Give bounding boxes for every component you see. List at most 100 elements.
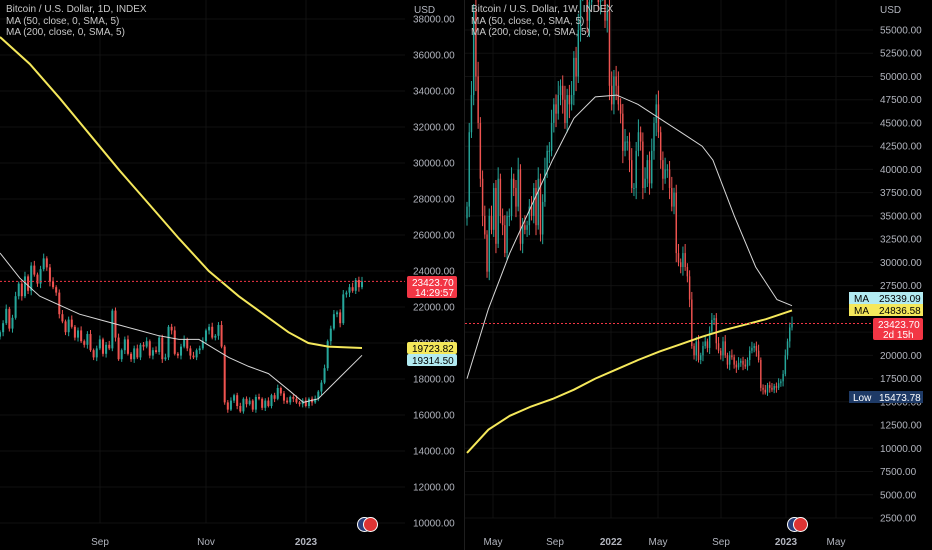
daily-ma50-legend[interactable]: MA (50, close, 0, SMA, 5) <box>6 15 120 27</box>
daily-countdown: 14:29:57 <box>415 288 454 299</box>
candle-body <box>524 225 526 230</box>
y-tick-label: 12500.00 <box>880 421 922 432</box>
candle-body <box>67 319 70 333</box>
weekly-ma200-tag-label: MA <box>854 306 869 317</box>
candle-body <box>708 331 711 348</box>
candle-body <box>267 400 270 406</box>
candle-body <box>351 287 354 291</box>
weekly-ma200-legend[interactable]: MA (200, close, 0, SMA, 5) <box>471 27 590 38</box>
candle-body <box>720 350 722 356</box>
candle-body <box>541 201 544 235</box>
candle-body <box>239 406 242 412</box>
weekly-y-axis[interactable]: 55000.00 52500.00 50000.00 47500.00 45000.00… <box>880 26 922 525</box>
candle-body <box>242 398 245 412</box>
candle-body <box>742 360 744 365</box>
candle-body <box>537 178 539 226</box>
candle-body <box>737 362 740 368</box>
daily-legend: Bitcoin / U.S. Dollar, 1D, INDEX MA (50,… <box>6 4 147 39</box>
candle-body <box>470 95 473 133</box>
candle-body <box>659 132 662 161</box>
candle-body <box>233 395 236 401</box>
candle-body <box>314 398 317 403</box>
candle-body <box>508 215 511 217</box>
candle-body <box>757 350 760 360</box>
candle-body <box>546 150 548 170</box>
weekly-ma50-tag-value: 25339.09 <box>879 294 921 305</box>
candle-body <box>599 0 602 3</box>
candle-body <box>245 398 248 405</box>
y-tick-label: 40000.00 <box>880 165 922 176</box>
candle-body <box>517 169 519 207</box>
candle-body <box>295 398 298 403</box>
candle-body <box>746 359 749 367</box>
candle-body <box>666 169 669 171</box>
candle-body <box>0 332 2 337</box>
candle-body <box>164 357 167 360</box>
candle-body <box>555 104 557 114</box>
candle-body <box>332 314 335 329</box>
candle-body <box>671 188 673 207</box>
candle-body <box>557 95 559 114</box>
candle-body <box>515 188 517 207</box>
candle-body <box>83 341 86 345</box>
weekly-legend: Bitcoin / U.S. Dollar, 1W, INDEX MA (50,… <box>471 4 613 39</box>
daily-chart-pane[interactable]: 38000.00 36000.00 34000.00 32000.00 30000.00… <box>0 0 465 550</box>
candle-body <box>568 95 571 105</box>
weekly-chart-pane[interactable]: 55000.00 52500.00 50000.00 47500.00 45000.00… <box>465 0 932 550</box>
y-tick-label: 37500.00 <box>880 188 922 199</box>
y-tick-label: 38000.00 <box>413 15 455 26</box>
candle-body <box>566 95 568 123</box>
candle-body <box>8 308 11 329</box>
candle-body <box>510 178 513 216</box>
candle-body <box>550 122 553 151</box>
candle-body <box>728 355 731 365</box>
daily-ma200-legend[interactable]: MA (200, close, 0, SMA, 5) <box>6 27 125 38</box>
candle-body <box>606 11 608 21</box>
y-tick-label: 18000.00 <box>413 375 455 386</box>
x-tick-label: 2022 <box>600 537 623 548</box>
candle-body <box>526 225 528 230</box>
us-flag-icon[interactable] <box>787 517 808 532</box>
y-tick-label: 20000.00 <box>880 351 922 362</box>
weekly-chart-canvas[interactable]: 55000.00 52500.00 50000.00 47500.00 45000.00… <box>465 0 932 550</box>
y-tick-label: 22000.00 <box>413 303 455 314</box>
candle-body <box>631 160 633 189</box>
daily-x-axis[interactable]: Sep Nov 2023 <box>91 537 317 548</box>
weekly-symbol-title[interactable]: Bitcoin / U.S. Dollar, 1W, INDEX <box>471 4 614 15</box>
candle-body <box>731 355 733 358</box>
candle-body <box>289 397 292 403</box>
candle-body <box>691 299 693 347</box>
candle-body <box>653 122 655 151</box>
daily-candles <box>0 253 364 414</box>
weekly-ma50-legend[interactable]: MA (50, close, 0, SMA, 5) <box>471 15 585 27</box>
weekly-x-axis[interactable]: May Sep 2022 May Sep 2023 May <box>484 537 846 548</box>
daily-y-axis[interactable]: 38000.00 36000.00 34000.00 32000.00 30000.00… <box>413 15 455 530</box>
candle-body <box>236 395 239 406</box>
weekly-price-label: 23423.70 <box>878 320 920 331</box>
candle-body <box>264 400 267 408</box>
candle-body <box>766 385 769 393</box>
candle-body <box>675 192 677 254</box>
us-flag-icon[interactable] <box>357 517 378 532</box>
candle-body <box>101 339 104 354</box>
daily-chart-canvas[interactable]: 38000.00 36000.00 34000.00 32000.00 30000.00… <box>0 0 464 550</box>
x-tick-label: May <box>484 537 503 548</box>
candle-body <box>52 281 55 288</box>
candle-body <box>604 0 606 21</box>
x-tick-label: Sep <box>546 537 564 548</box>
candle-body <box>33 265 36 275</box>
candle-body <box>86 334 89 345</box>
candle-body <box>139 344 142 358</box>
candle-body <box>626 141 628 143</box>
candle-body <box>722 341 724 356</box>
candle-body <box>679 262 682 268</box>
daily-symbol-title[interactable]: Bitcoin / U.S. Dollar, 1D, INDEX <box>6 4 147 15</box>
y-tick-label: 30000.00 <box>413 159 455 170</box>
y-tick-label: 14000.00 <box>413 447 455 458</box>
candle-body <box>136 348 139 358</box>
candle-body <box>588 2 591 21</box>
y-tick-label: 28000.00 <box>413 195 455 206</box>
candle-body <box>775 386 778 388</box>
candle-body <box>176 353 179 356</box>
candle-body <box>155 350 158 352</box>
